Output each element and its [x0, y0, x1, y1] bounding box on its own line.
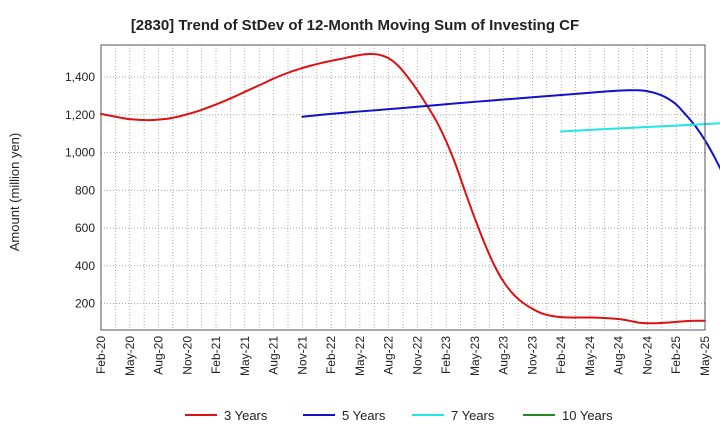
- legend-label: 5 Years: [342, 408, 386, 423]
- series-line-7-years: [560, 122, 720, 133]
- x-tick-label: Feb-24: [554, 336, 568, 374]
- x-tick-label: Aug-21: [267, 336, 281, 375]
- x-tick-label: May-22: [353, 336, 367, 376]
- y-tick-label: 600: [75, 221, 95, 235]
- x-tick-label: Aug-24: [612, 336, 626, 375]
- y-tick-label: 800: [75, 183, 95, 197]
- y-tick-label: 1,200: [65, 108, 95, 122]
- series-line-3-years: [100, 53, 706, 325]
- plot-frame: [100, 44, 706, 331]
- series-line-5-years: [301, 89, 720, 171]
- series-lines: [100, 53, 720, 325]
- legend-label: 10 Years: [562, 408, 613, 423]
- legend-label: 7 Years: [451, 408, 495, 423]
- x-tick-label: Nov-23: [525, 336, 539, 375]
- y-tick-label: 1,000: [65, 146, 95, 160]
- y-axis-ticks: 200 400 600 800 1,000 1,200 1,400: [65, 70, 95, 310]
- x-tick-label: Nov-22: [410, 336, 424, 375]
- x-tick-label: Feb-23: [439, 336, 453, 374]
- chart-title: [2830] Trend of StDev of 12-Month Moving…: [131, 17, 579, 34]
- legend-label: 3 Years: [224, 408, 268, 423]
- x-tick-label: Nov-20: [180, 336, 194, 375]
- y-tick-label: 1,400: [65, 70, 95, 84]
- y-tick-label: 200: [75, 297, 95, 311]
- x-tick-label: Feb-25: [669, 336, 683, 374]
- x-tick-label: Nov-21: [295, 336, 309, 375]
- x-tick-label: Nov-24: [640, 336, 654, 375]
- x-tick-label: Aug-20: [152, 336, 166, 375]
- x-tick-label: May-25: [698, 336, 712, 376]
- x-tick-label: Aug-22: [382, 336, 396, 375]
- y-axis-label: Amount (million yen): [7, 133, 22, 252]
- y-tick-label: 400: [75, 259, 95, 273]
- x-tick-label: Feb-20: [94, 336, 108, 374]
- x-tick-label: Aug-23: [497, 336, 511, 375]
- x-tick-label: May-23: [468, 336, 482, 376]
- x-tick-label: May-24: [583, 336, 597, 376]
- legend: 3 Years 5 Years 7 Years 10 Years: [185, 408, 613, 423]
- x-axis-ticks: Feb-20 May-20 Aug-20 Nov-20 Feb-21 May-21 Aug-…: [94, 336, 712, 376]
- x-tick-label: Feb-21: [209, 336, 223, 374]
- x-tick-label: May-21: [238, 336, 252, 376]
- grid: [101, 45, 705, 330]
- x-tick-label: Feb-22: [324, 336, 338, 374]
- x-tick-label: May-20: [123, 336, 137, 376]
